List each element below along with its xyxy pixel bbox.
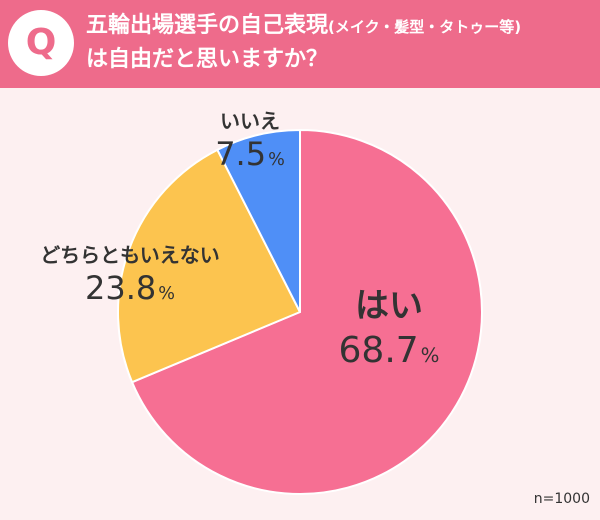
label-no-value: 7.5%: [215, 135, 285, 173]
pie-slice-no: [216, 129, 301, 313]
label-yes: はい 68.7%: [318, 284, 460, 379]
title-line-2: は自由だと思いますか？: [86, 47, 329, 72]
label-yes-value: 68.7%: [338, 330, 440, 371]
label-no: いいえ 7.5%: [200, 108, 300, 180]
pie-slice-yes: [131, 129, 483, 495]
label-neutral-name: どちらともいえない: [40, 243, 220, 267]
label-yes-name: はい: [355, 286, 423, 326]
title-line-1: 五輪出場選手の自己表現(メイク・髪型・タトゥー等): [86, 10, 592, 43]
label-no-unit: %: [268, 150, 285, 170]
sample-size: n=1000: [533, 491, 590, 507]
question-mark-badge: Q: [8, 10, 74, 76]
label-neutral-unit: %: [158, 284, 175, 304]
label-neutral: どちらともいえない 23.8%: [18, 242, 242, 314]
label-neutral-value: 23.8%: [85, 269, 175, 307]
label-no-name: いいえ: [220, 109, 280, 133]
label-yes-unit: %: [420, 344, 440, 367]
pie-slice-neutral: [117, 148, 301, 384]
q-letter: Q: [25, 22, 57, 63]
header-banner: Q 五輪出場選手の自己表現(メイク・髪型・タトゥー等) は自由だと思いますか？: [0, 0, 600, 88]
title-main: 五輪出場選手の自己表現: [86, 13, 329, 38]
title-paren: (メイク・髪型・タトゥー等): [328, 18, 522, 36]
